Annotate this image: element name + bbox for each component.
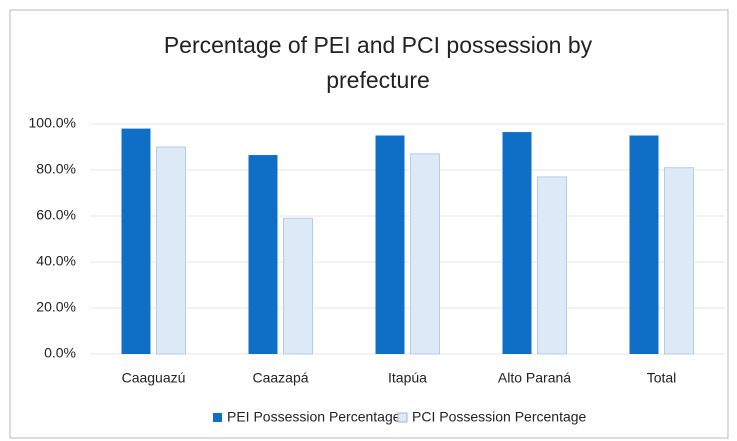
bar xyxy=(121,128,151,354)
y-tick-label: 0.0% xyxy=(44,345,76,361)
x-tick-label: Total xyxy=(647,370,677,386)
y-tick-label: 60.0% xyxy=(36,207,76,223)
bar xyxy=(248,155,278,354)
bar xyxy=(664,167,694,355)
x-tick-label: Caazapá xyxy=(252,370,308,386)
bar xyxy=(283,217,313,355)
x-tick-label: Caaguazú xyxy=(122,370,186,386)
y-tick-label: 20.0% xyxy=(36,299,76,315)
bar xyxy=(537,176,567,355)
x-tick-label: Itapúa xyxy=(388,370,427,386)
legend-swatch xyxy=(397,412,408,423)
bar xyxy=(375,135,405,354)
x-tick-label: Alto Paraná xyxy=(498,370,571,386)
chart-title: Percentage of PEI and PCI possession by … xyxy=(163,32,593,93)
y-tick-label: 100.0% xyxy=(29,115,76,131)
bar xyxy=(410,153,440,355)
bar xyxy=(629,135,659,354)
legend-label: PEI Possession Percentage xyxy=(227,409,401,425)
legend-swatch xyxy=(213,413,222,422)
bar xyxy=(502,132,532,354)
y-tick-label: 80.0% xyxy=(36,161,76,177)
y-tick-label: 40.0% xyxy=(36,253,76,269)
bar xyxy=(156,146,186,355)
legend-label: PCI Possession Percentage xyxy=(412,409,587,425)
